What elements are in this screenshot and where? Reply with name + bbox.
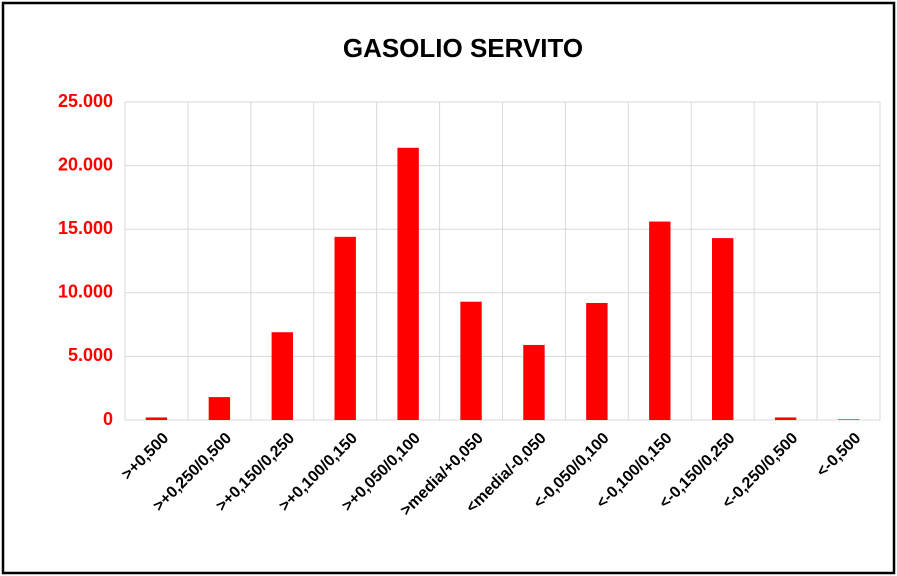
y-tick-label: 10.000 [58,282,113,302]
bar [774,417,797,420]
bar [208,397,231,420]
bar [145,417,168,420]
y-tick-label: 0 [103,409,113,429]
y-tick-label: 25.000 [58,91,113,111]
bar [837,419,860,420]
bar [397,147,419,421]
bar [334,236,356,420]
bar [649,221,671,420]
y-tick-label: 20.000 [58,154,113,174]
chart-title: GASOLIO SERVITO [343,33,583,63]
bar [712,238,734,420]
bar [586,302,608,420]
y-tick-label: 5.000 [68,345,113,365]
bar [271,332,293,420]
bar [460,301,482,420]
bar [523,344,545,420]
y-tick-label: 15.000 [58,218,113,238]
